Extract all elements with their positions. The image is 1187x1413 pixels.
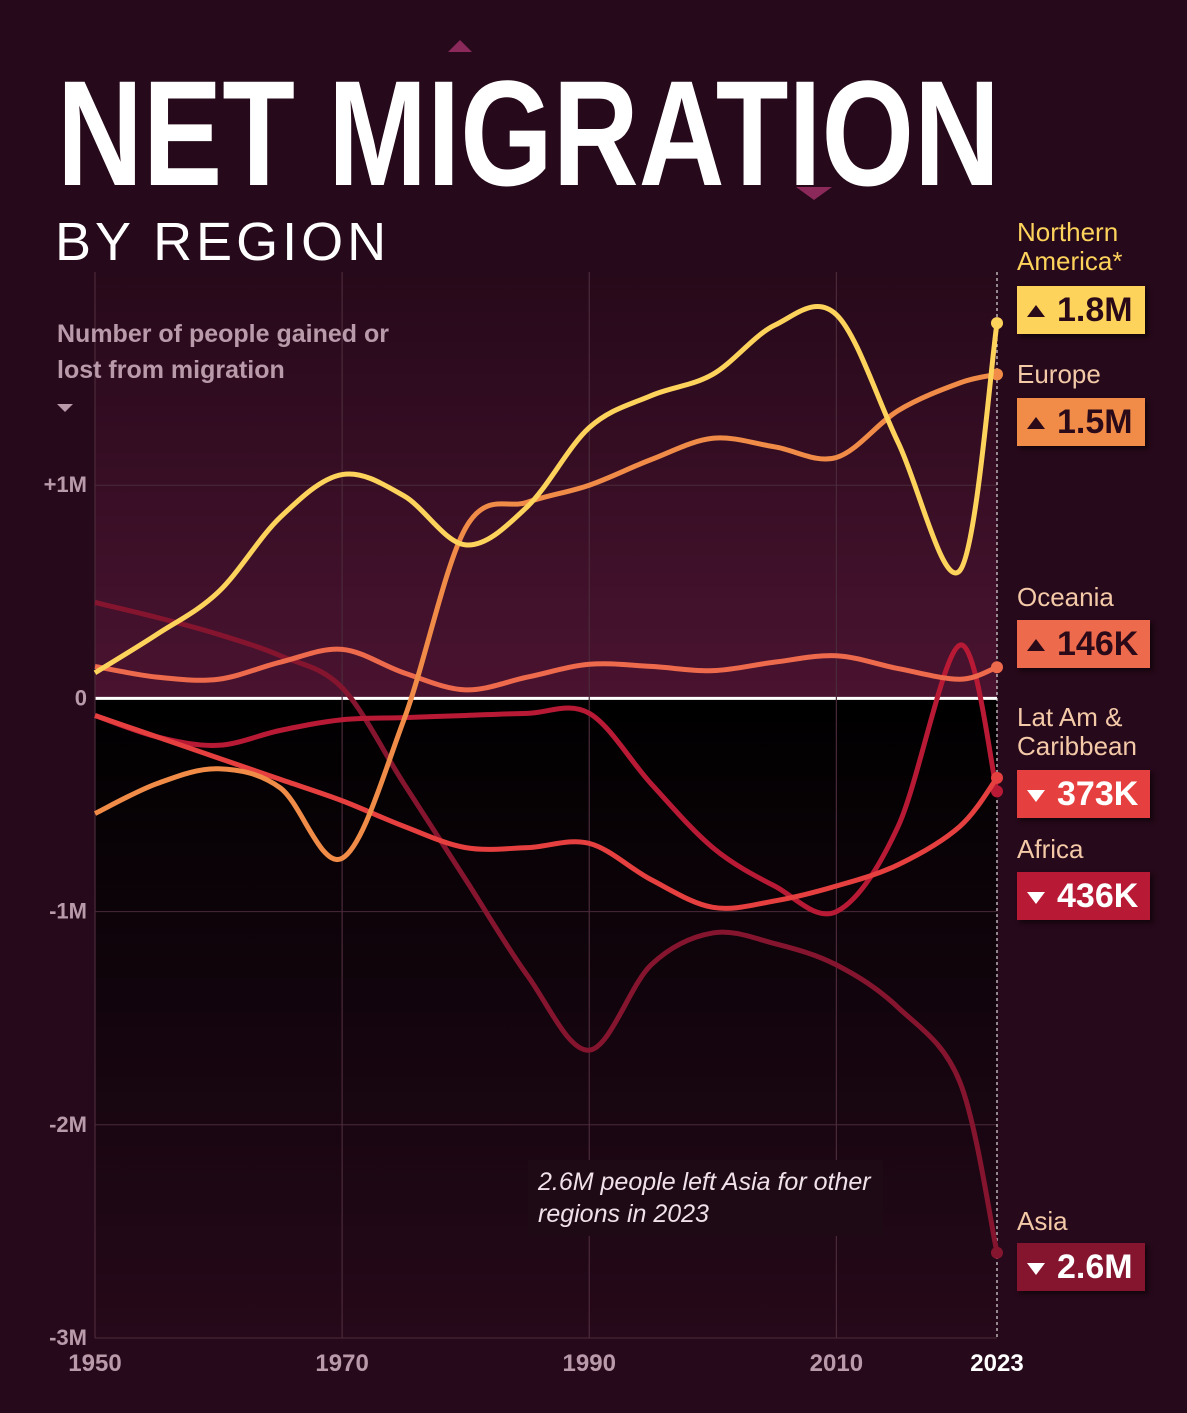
end-dot [991,317,1003,330]
end-dot [991,771,1003,784]
arrow [1027,1263,1045,1275]
value-label: 2.6M [1057,1248,1133,1286]
arrow [1027,639,1045,651]
negative-area [95,698,997,1338]
legend-label: Oceania [1017,582,1114,612]
legend-label: Asia [1017,1206,1068,1236]
series-line [94,600,1000,1254]
legend-label: Africa [1017,834,1084,864]
x-tick-label: 2023 [970,1350,1023,1377]
value-box: 146K [1017,620,1151,668]
legend-label: Lat Am & Caribbean [1017,702,1137,761]
series-line [94,713,1000,911]
value-label: 146K [1057,625,1139,663]
y-label: Number of people gained or lost from mig… [57,320,389,384]
series-line [93,304,1000,675]
deco [57,404,73,412]
arrow [1027,892,1045,904]
value-box: 436K [1017,872,1151,920]
series-line [94,642,1000,917]
annotation: 2.6M people left Asia for other regions … [528,1160,883,1236]
value-box: 1.8M [1017,286,1145,334]
x-tick-label: 2010 [810,1350,863,1377]
series-line [93,371,998,863]
y-tick-label: -1M [49,899,87,924]
value-label: 436K [1057,877,1139,915]
x-tick-label: 1990 [563,1350,616,1377]
subtitle: BY REGION [55,212,390,272]
value-box: 373K [1017,770,1151,818]
series-line [94,646,998,693]
end-dot [991,1246,1003,1259]
deco [448,40,472,52]
end-dot [991,785,1003,798]
value-label: 1.8M [1057,291,1133,329]
arrow [1027,417,1045,429]
legend-label: Europe [1017,359,1101,389]
value-label: 373K [1057,775,1139,813]
y-tick-label: +1M [44,472,87,497]
value-label: 1.5M [1057,403,1133,441]
x-tick-label: 1950 [68,1350,121,1377]
arrow [1027,790,1045,802]
arrow [1027,305,1045,317]
y-tick-label: -3M [49,1325,87,1350]
legend-label: Northern America* [1017,217,1123,276]
x-tick-label: 1970 [315,1350,368,1377]
deco [796,187,832,200]
chart-title: NET MIGRATION [57,49,1000,217]
y-tick-label: 0 [75,685,87,710]
end-dot [991,661,1003,674]
y-tick-label: -2M [49,1112,87,1137]
end-dot [991,368,1003,381]
value-box: 1.5M [1017,398,1145,446]
value-box: 2.6M [1017,1243,1145,1291]
